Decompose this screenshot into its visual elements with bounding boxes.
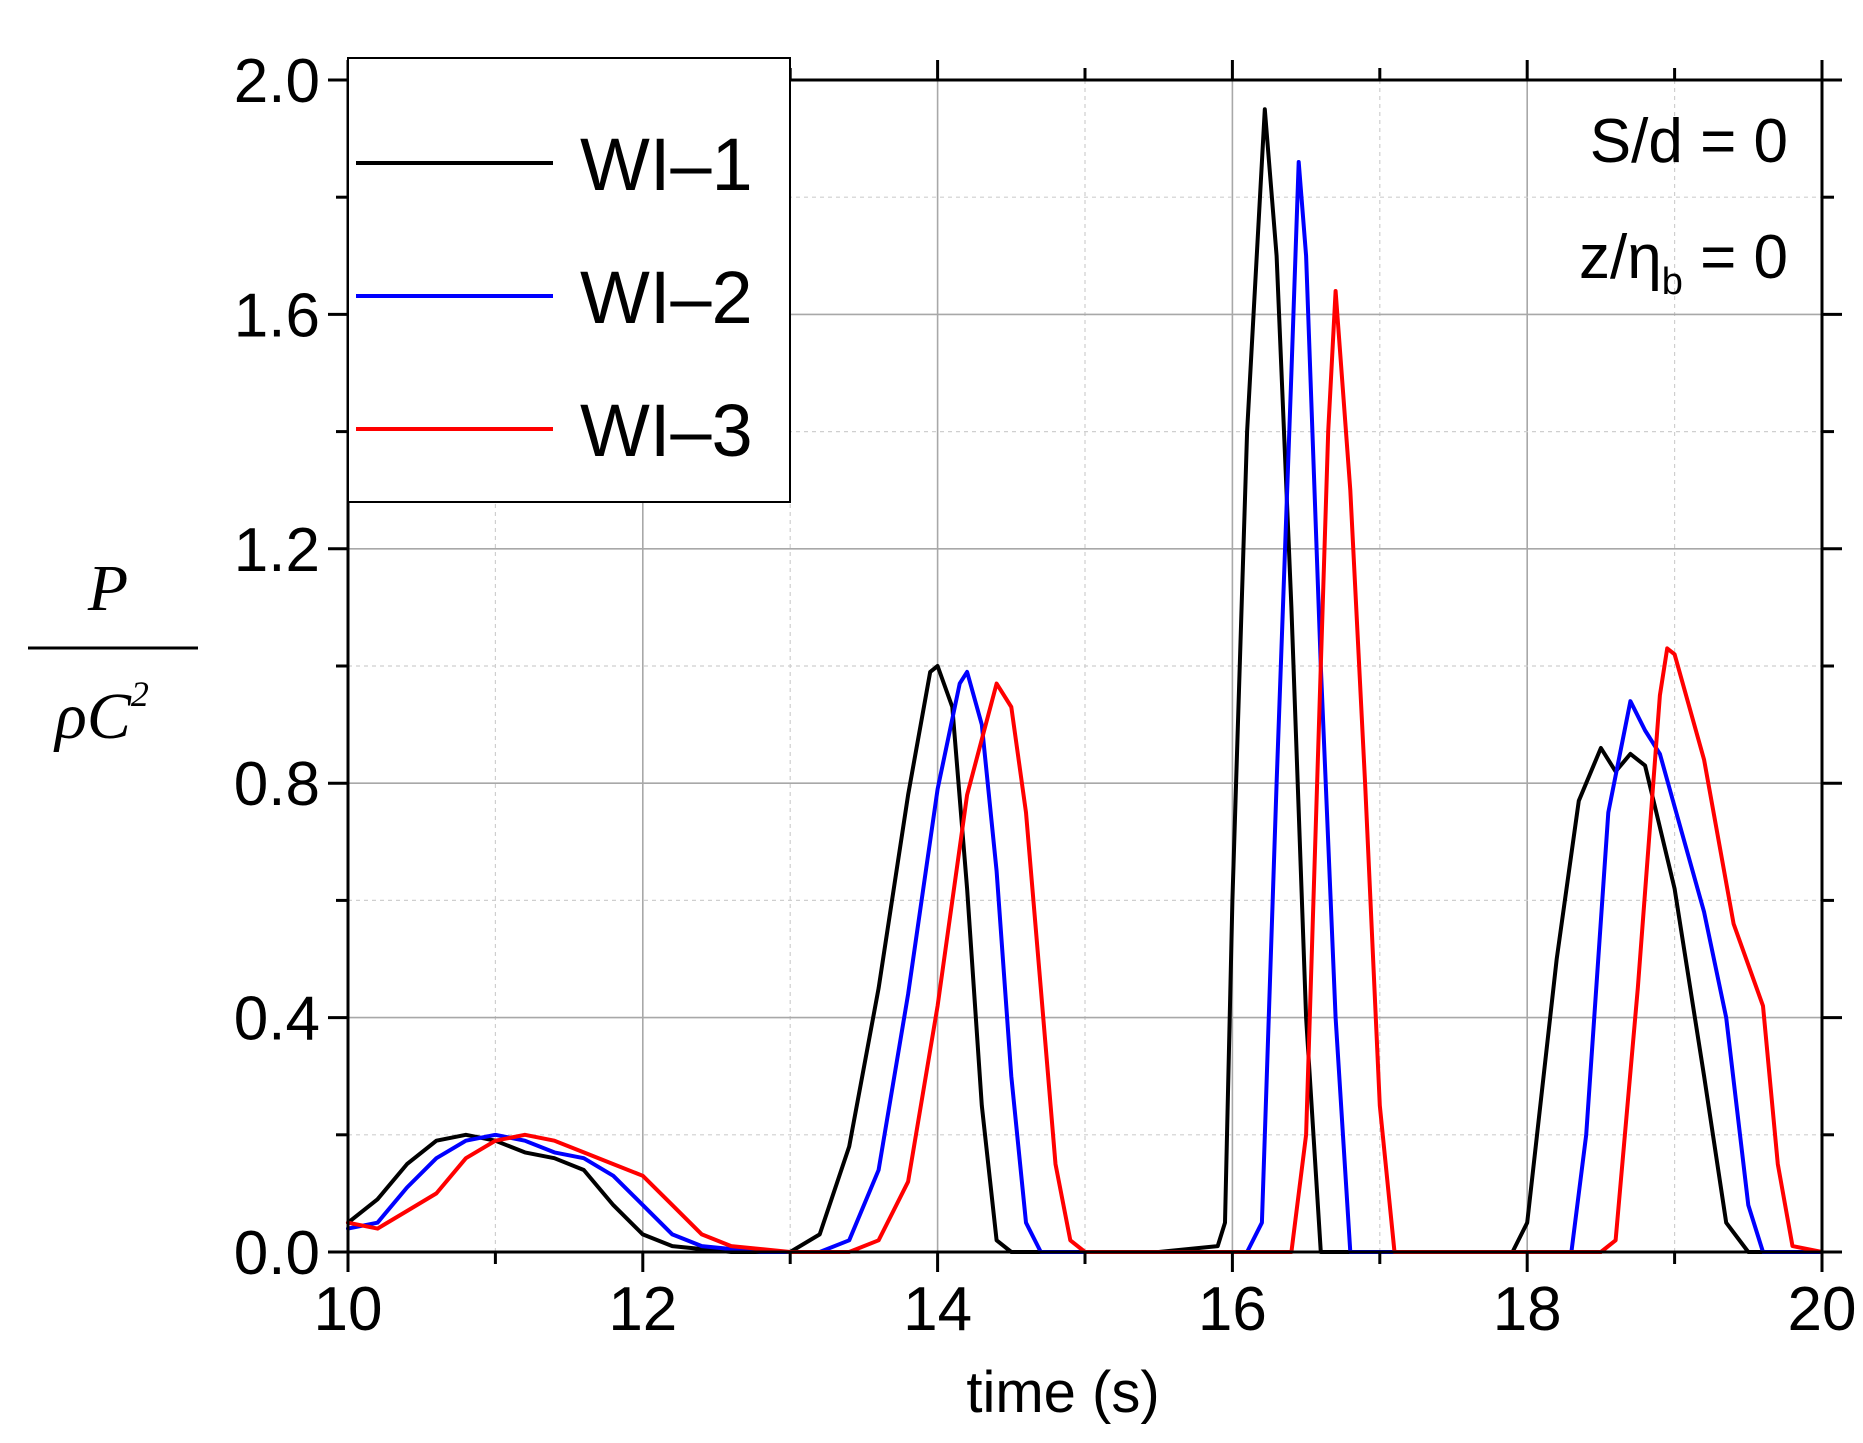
annotation-z-over-eta: z/ηb = 0: [1579, 223, 1788, 303]
legend: WI–1 WI–2 WI–3: [347, 57, 791, 503]
x-tick-label: 16: [1198, 1275, 1267, 1344]
y-axis-label-rho: ρ: [53, 680, 87, 753]
y-tick-label: 0.8: [234, 750, 320, 819]
y-axis-label-C: C: [87, 680, 132, 753]
series-line-wi-1: [346, 107, 1824, 1254]
legend-label-wi-1: WI–1: [580, 123, 753, 206]
y-axis-label: P ρC2: [28, 552, 198, 753]
x-tick-label: 14: [903, 1275, 972, 1344]
y-axis-label-numerator: P: [87, 552, 128, 625]
y-axis-label-exponent: 2: [131, 674, 149, 714]
legend-label-wi-3: WI–3: [580, 389, 753, 472]
annotation-s-over-d: S/d = 0: [1590, 107, 1788, 176]
y-tick-label: 0.4: [234, 985, 320, 1054]
series-line-wi-3: [346, 289, 1824, 1254]
x-tick-label: 12: [608, 1275, 677, 1344]
tick-marks: [328, 60, 1842, 1272]
series-line-wi-2: [346, 160, 1824, 1254]
y-tick-label: 2.0: [234, 47, 320, 116]
x-tick-label: 10: [314, 1275, 383, 1344]
tick-labels: 10 12 14 16 18 20 0.0 0.4 0.8 1.2 1.6 2.0: [234, 47, 1857, 1344]
legend-label-wi-2: WI–2: [580, 256, 753, 339]
annotation-z-over-eta-prefix: z/η: [1579, 223, 1662, 292]
x-tick-label: 20: [1788, 1275, 1857, 1344]
annotation-z-over-eta-subscript: b: [1662, 261, 1683, 303]
x-axis-label: time (s): [966, 1360, 1159, 1425]
y-axis-label-denominator: ρC2: [53, 674, 149, 753]
annotation-z-over-eta-suffix: = 0: [1683, 223, 1788, 292]
y-tick-label: 1.6: [234, 281, 320, 350]
x-tick-label: 18: [1493, 1275, 1562, 1344]
y-tick-label: 0.0: [234, 1219, 320, 1288]
annotation: S/d = 0 z/ηb = 0: [1579, 107, 1788, 303]
series-group: [346, 107, 1824, 1254]
y-tick-label: 1.2: [234, 516, 320, 585]
